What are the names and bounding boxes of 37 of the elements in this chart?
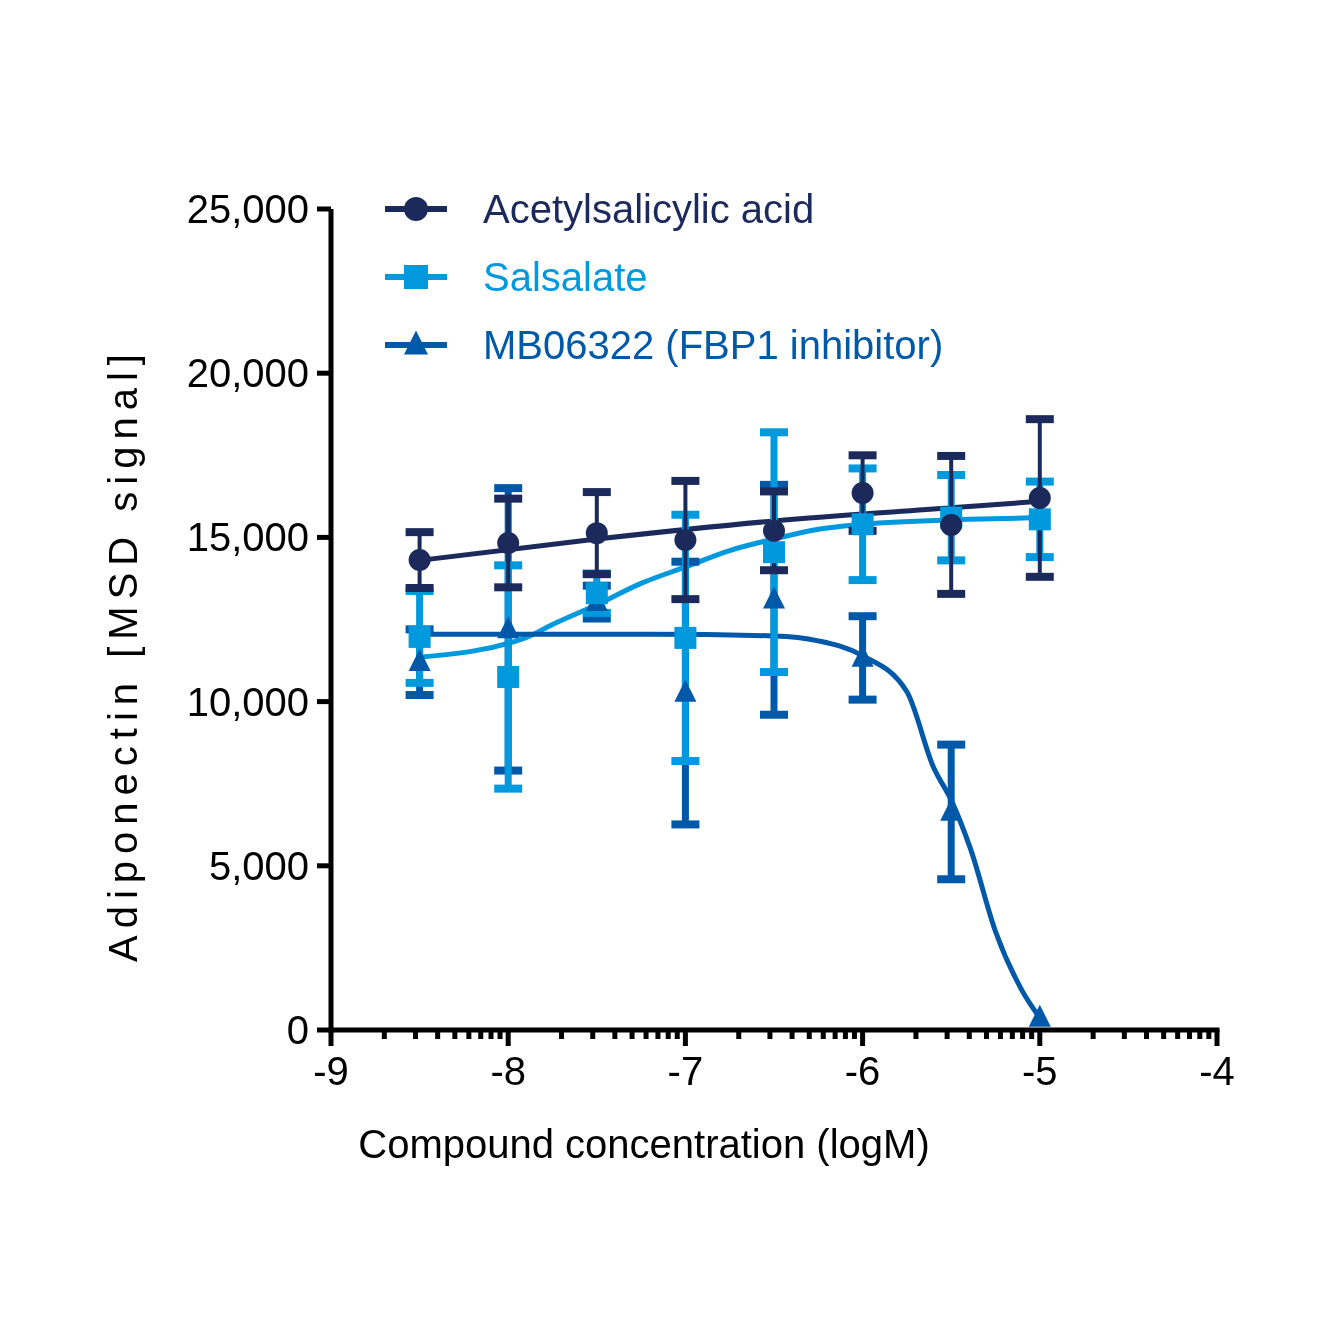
point xyxy=(674,679,697,702)
point xyxy=(674,626,697,649)
x-tick-label: -8 xyxy=(490,1049,526,1093)
point xyxy=(585,582,608,605)
y-tick-label: 0 xyxy=(286,1008,309,1052)
point xyxy=(674,529,697,552)
x-tick-label: -7 xyxy=(667,1049,704,1093)
point xyxy=(763,519,785,542)
x-tick-label: -9 xyxy=(313,1049,349,1093)
y-axis-title: Adiponectin [MSD signal] xyxy=(101,347,145,962)
y-tick-label: 10,000 xyxy=(186,679,309,724)
y-tick-label: 5,000 xyxy=(208,843,309,888)
x-tick-label: -5 xyxy=(1022,1049,1058,1093)
point xyxy=(1028,1004,1051,1027)
point xyxy=(408,648,431,671)
point xyxy=(497,531,520,554)
point xyxy=(763,541,785,564)
point xyxy=(1028,508,1051,531)
point xyxy=(763,586,785,609)
point xyxy=(1028,486,1051,509)
legend-label: Acetylsalicylic acid xyxy=(483,187,815,231)
point xyxy=(497,616,520,639)
point xyxy=(851,513,874,536)
point xyxy=(408,625,431,648)
point xyxy=(408,549,431,572)
point xyxy=(585,522,608,545)
point xyxy=(497,665,520,688)
x-axis-title: Compound concentration (logM) xyxy=(358,1122,930,1166)
y-tick-label: 20,000 xyxy=(186,351,309,396)
x-tick-label: -6 xyxy=(844,1049,881,1093)
legend-label: MB06322 (FBP1 inhibitor) xyxy=(483,323,944,367)
legend-label: Salsalate xyxy=(483,255,648,299)
x-tick-label: -4 xyxy=(1199,1049,1235,1093)
y-tick-label: 25,000 xyxy=(186,187,309,231)
point xyxy=(851,482,874,505)
y-tick-label: 15,000 xyxy=(186,515,309,560)
point xyxy=(940,513,963,536)
